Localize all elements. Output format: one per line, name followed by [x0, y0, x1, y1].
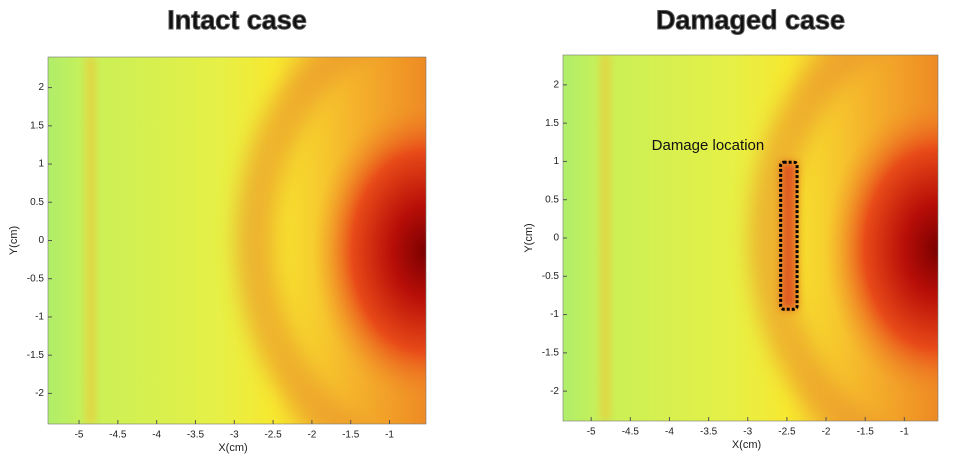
x-axis-label: X(cm): [218, 442, 247, 454]
y-tick-label: 1.5: [545, 118, 559, 129]
y-tick-label: 1: [553, 156, 559, 167]
chart-title: Intact case: [167, 5, 307, 35]
hot-spot: [312, 97, 426, 406]
panel: Damaged case X(cm) Y(cm) -5 -4.5 -4 -3.5 -3 -2.5…: [523, 5, 939, 451]
x-tick-label: -2.5: [778, 427, 796, 438]
x-tick-label: -4: [665, 427, 674, 438]
x-tick-label: -5: [75, 430, 84, 441]
wave-front: [235, 57, 367, 424]
y-tick-label: 0.5: [545, 194, 559, 205]
y-axis-label: Y(cm): [8, 226, 20, 255]
y-tick-label: -0.5: [542, 271, 560, 282]
stripe: [600, 55, 611, 421]
y-tick-label: -1.5: [27, 350, 45, 361]
x-tick-label: -1.5: [857, 427, 875, 438]
x-tick-label: -1: [385, 430, 394, 441]
y-tick-label: 0.5: [30, 197, 44, 208]
y-tick-label: 2: [38, 82, 44, 93]
damage-region: [779, 160, 799, 311]
y-tick-label: -1: [550, 309, 559, 320]
x-tick-label: -2: [822, 427, 831, 438]
x-tick-label: -3: [743, 427, 752, 438]
y-axis-label: Y(cm): [523, 223, 535, 252]
panel: Intact case X(cm) Y(cm) -5 -4.5 -4 -3.5 -3 -2.5 -…: [8, 5, 427, 454]
x-axis-label: X(cm): [732, 439, 761, 451]
x-tick-label: -3: [230, 430, 239, 441]
y-tick-label: -2: [35, 388, 44, 399]
stripe: [85, 57, 96, 424]
annotation-label: Damage location: [652, 137, 765, 154]
x-tick-label: -1.5: [342, 430, 360, 441]
x-tick-label: -5: [587, 427, 596, 438]
x-tick-label: -4.5: [109, 430, 127, 441]
x-tick-label: -3.5: [700, 427, 718, 438]
y-tick-label: 0: [553, 233, 559, 244]
chart-title: Damaged case: [656, 5, 845, 35]
heatmap-image: [48, 57, 426, 424]
wave-front: [749, 55, 879, 421]
y-tick-label: -0.5: [27, 273, 45, 284]
y-tick-label: -2: [550, 386, 559, 397]
hot-spot: [825, 95, 938, 403]
heatmap-image: [563, 55, 938, 421]
x-tick-label: -2: [307, 430, 316, 441]
x-tick-label: -4.5: [622, 427, 640, 438]
y-tick-label: 2: [553, 80, 559, 91]
damage-shade: [780, 162, 798, 310]
y-tick-label: 0: [38, 235, 44, 246]
x-tick-label: -4: [152, 430, 161, 441]
y-tick-label: 1: [38, 159, 44, 170]
y-tick-label: -1.5: [542, 347, 560, 358]
y-tick-label: 1.5: [30, 120, 44, 131]
y-tick-label: -1: [35, 312, 44, 323]
x-tick-label: -2.5: [264, 430, 282, 441]
x-tick-label: -1: [900, 427, 909, 438]
x-tick-label: -3.5: [187, 430, 205, 441]
